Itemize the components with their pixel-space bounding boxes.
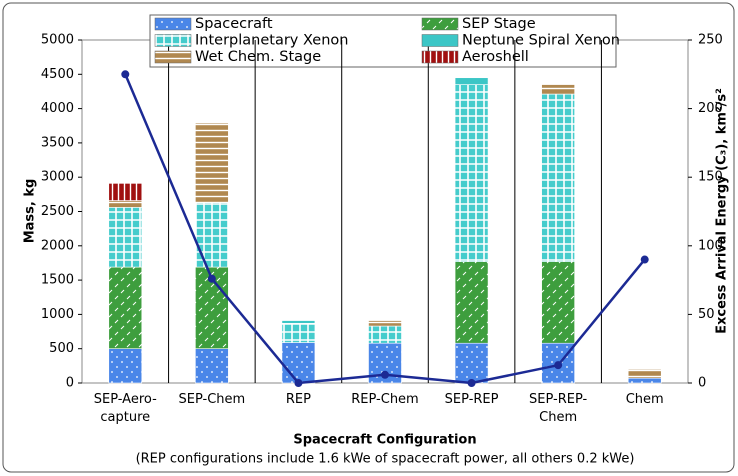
bar-segment	[454, 77, 489, 85]
y2-tick-label: 250	[698, 33, 723, 48]
bar-segment	[541, 93, 575, 262]
legend-label: Wet Chem. Stage	[195, 49, 321, 65]
x-axis-label: Spacecraft Configuration	[293, 433, 476, 448]
legend-swatch	[154, 17, 192, 31]
y-tick-label: 2000	[41, 238, 74, 253]
bar-segment	[454, 342, 489, 384]
line-marker	[554, 361, 563, 370]
legend-label: SEP Stage	[462, 16, 536, 32]
x-tick-label: REP-Chem	[351, 392, 418, 407]
legend	[149, 14, 617, 68]
x-tick-label: Chem	[626, 392, 664, 407]
bar-segment	[281, 342, 316, 384]
bar-segment	[368, 320, 402, 327]
bar-segment	[195, 122, 229, 203]
bar-segment	[108, 207, 143, 268]
y-tick-label: 3000	[41, 170, 74, 185]
bar-segment	[108, 266, 143, 350]
legend-label: Aeroshell	[462, 49, 529, 65]
bar-segment	[454, 84, 489, 262]
bar-segment	[195, 348, 229, 384]
y2-tick-label: 50	[698, 307, 715, 322]
y-tick-label: 4500	[41, 67, 74, 82]
legend-label: Spacecraft	[195, 16, 273, 32]
y-tick-label: 0	[66, 376, 74, 391]
bar-segment	[108, 183, 143, 201]
y-tick-label: 1000	[41, 307, 74, 322]
y-tick-label: 3500	[41, 135, 74, 150]
y2-tick-label: 200	[698, 101, 723, 116]
x-tick-label: SEP-REP	[445, 392, 499, 407]
line-marker	[381, 370, 389, 379]
y-tick-label: 2500	[41, 204, 74, 219]
bar-segment	[627, 377, 662, 384]
y2-tick-label: 0	[698, 376, 706, 391]
legend-swatch	[154, 34, 192, 47]
legend-swatch	[421, 50, 459, 64]
line-marker	[121, 70, 130, 79]
x-tick-label: SEP-REP-Chem	[529, 392, 588, 425]
legend-swatch	[421, 34, 459, 47]
line-marker	[207, 274, 216, 283]
bar-segment	[281, 323, 316, 343]
bar-segment	[108, 348, 143, 384]
bar-segment	[541, 261, 575, 344]
y2-tick-label: 100	[698, 238, 723, 253]
bar-segment	[454, 261, 489, 344]
bar-segment	[281, 320, 316, 324]
note: (REP configurations include 1.6 kWe of s…	[136, 452, 635, 467]
line-marker	[467, 379, 476, 387]
y-tick-label: 4000	[41, 101, 74, 116]
y2-tick-label: 150	[698, 170, 723, 185]
legend-swatch	[154, 50, 192, 64]
y-tick-label: 5000	[41, 33, 74, 48]
bar-segment	[195, 202, 229, 268]
line-marker	[294, 379, 303, 387]
x-tick-label: SEP-Chem	[179, 392, 246, 407]
x-tick-label: SEP-Aero-capture	[94, 392, 157, 425]
legend-swatch	[421, 17, 459, 31]
x-tick-label: REP	[286, 392, 311, 407]
bar-segment	[541, 84, 575, 95]
line-marker	[640, 255, 649, 264]
bar-segment	[368, 325, 402, 344]
bar-segment	[108, 200, 143, 208]
legend-label: Neptune Spiral Xenon	[462, 33, 620, 49]
y-axis-label: Mass, kg	[23, 179, 38, 244]
y2-axis-label: Excess Arrival Energy (C₃), km²/s²	[715, 88, 730, 334]
y-tick-label: 500	[49, 341, 74, 356]
legend-label: Interplanetary Xenon	[195, 33, 348, 49]
bar-segment	[627, 368, 662, 379]
y-tick-label: 1500	[41, 273, 74, 288]
